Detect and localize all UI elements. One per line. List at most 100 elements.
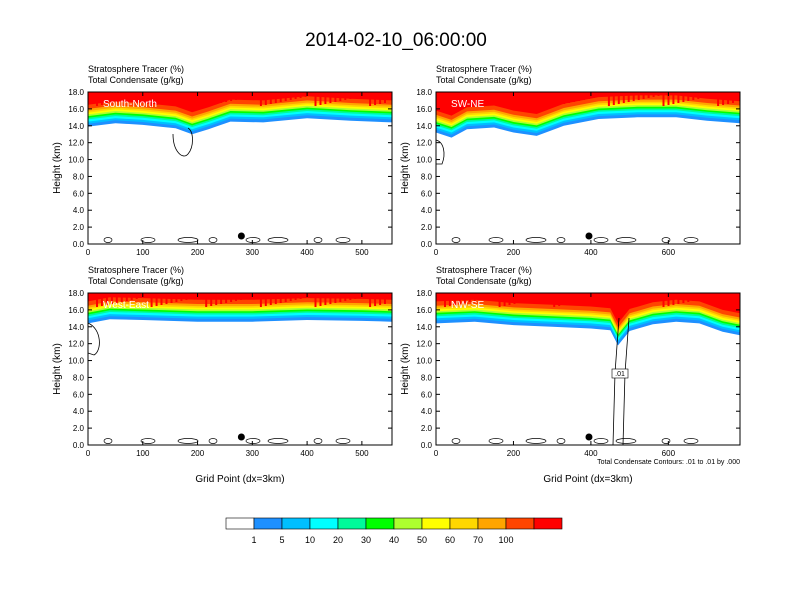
colorbar-swatch	[477, 517, 507, 530]
tracer-spike	[439, 92, 441, 96]
condensate-contour	[525, 237, 547, 243]
tracer-spike	[732, 92, 734, 103]
y-tick-label: 14.0	[416, 323, 432, 332]
location-marker	[237, 433, 245, 441]
tracer-spike	[299, 293, 302, 299]
tracer-spike	[483, 293, 486, 299]
tracer-spike	[632, 92, 635, 101]
tracer-spike	[150, 92, 153, 106]
tracer-spike	[597, 293, 600, 298]
panel-title-condensate: Total Condensate (g/kg)	[88, 75, 184, 85]
tracer-spike	[593, 92, 595, 98]
condensate-contour	[661, 237, 671, 243]
tracer-spike	[662, 92, 665, 106]
tracer-spike	[289, 92, 292, 100]
tracer-spike	[220, 92, 223, 103]
location-marker	[585, 433, 593, 441]
x-tick-label: 0	[86, 248, 91, 257]
tracer-spike	[105, 92, 108, 104]
tracer-spike	[180, 293, 183, 301]
tracer-spike	[732, 293, 734, 304]
tracer-spike	[672, 293, 675, 305]
tracer-spike	[264, 92, 267, 105]
condensate-contour	[87, 322, 100, 356]
tracer-spike	[309, 293, 312, 297]
panel-title-tracer: Stratosphere Tracer (%)	[436, 265, 532, 275]
panel-south-north: 0.0 2.0 4.0 6.0 8.0 10.0 12.0 14.0 16.0 18.0 0 100 2…	[52, 64, 393, 257]
tracer-spike	[175, 293, 178, 302]
y-tick-label: 10.0	[416, 357, 432, 366]
panel-title-condensate: Total Condensate (g/kg)	[88, 276, 184, 286]
tracer-spike	[662, 293, 665, 307]
x-tick-label: 200	[191, 449, 205, 458]
y-axis-label: Height (km)	[400, 142, 411, 194]
tracer-spike	[334, 92, 337, 102]
tracer-spike	[448, 92, 451, 105]
panel-label: NW-SE	[451, 300, 484, 311]
tracer-spike	[120, 293, 123, 302]
y-tick-label: 12.0	[68, 340, 84, 349]
tracer-spike	[364, 293, 367, 297]
y-tick-label: 8.0	[421, 373, 433, 382]
panel-title-tracer: Stratosphere Tracer (%)	[88, 64, 184, 74]
y-tick-label: 14.0	[68, 323, 84, 332]
tracer-spike	[200, 92, 203, 96]
tracer-spike	[523, 92, 526, 101]
colorbar-label: 50	[417, 535, 427, 545]
condensate-contour	[313, 237, 323, 243]
tracer-spike	[140, 92, 143, 97]
condensate-contour	[267, 237, 289, 243]
condensate-contour	[313, 438, 323, 444]
tracer-spike	[254, 293, 257, 297]
y-tick-label: 0.0	[421, 441, 433, 450]
tracer-spike	[269, 92, 272, 104]
y-tick-label: 10.0	[416, 156, 432, 165]
location-marker	[585, 232, 593, 240]
condensate-contour	[435, 139, 445, 165]
tracer-spike	[632, 293, 635, 302]
panel-label: SW-NE	[451, 99, 484, 110]
tracer-spike	[384, 293, 386, 304]
y-tick-label: 0.0	[73, 240, 85, 249]
y-tick-label: 18.0	[416, 88, 432, 97]
tracer-spike	[210, 92, 213, 105]
tracer-spike	[528, 293, 531, 301]
x-tick-label: 200	[507, 449, 521, 458]
tracer-spike	[612, 92, 615, 105]
tracer-spike	[612, 293, 615, 306]
colorbar-swatch	[253, 517, 283, 530]
tracer-spike	[563, 293, 566, 305]
tracer-spike	[314, 293, 317, 307]
tracer-spike	[503, 92, 506, 105]
x-tick-label: 500	[355, 449, 369, 458]
colorbar-swatch	[337, 517, 367, 530]
tracer-spike	[607, 92, 610, 106]
colorbar-label: 5	[279, 535, 284, 545]
tracer-spike	[339, 92, 342, 101]
panel-title-tracer: Stratosphere Tracer (%)	[88, 265, 184, 275]
tracer-spike	[160, 293, 163, 305]
tracer-spike	[622, 92, 625, 103]
tracer-spike	[473, 293, 476, 301]
tracer-spike	[568, 293, 571, 304]
tracer-spike	[543, 92, 546, 97]
tracer-spike	[513, 293, 516, 304]
tracer-spike	[110, 92, 113, 103]
y-tick-label: 14.0	[416, 122, 432, 131]
tracer-spike	[374, 293, 377, 306]
tracer-spike	[254, 92, 257, 96]
contour-label-box	[611, 368, 629, 379]
colorbar-label: 10	[305, 535, 315, 545]
y-tick-label: 18.0	[68, 88, 84, 97]
condensate-contour	[661, 438, 671, 444]
y-tick-label: 6.0	[421, 390, 433, 399]
tracer-spike	[493, 92, 496, 96]
x-tick-label: 300	[246, 248, 260, 257]
tracer-spike	[329, 92, 332, 103]
y-tick-label: 4.0	[421, 407, 433, 416]
condensate-contour	[177, 237, 199, 243]
condensate-contour	[103, 438, 113, 444]
tracer-spike	[712, 92, 715, 96]
tracer-spike	[319, 92, 322, 105]
